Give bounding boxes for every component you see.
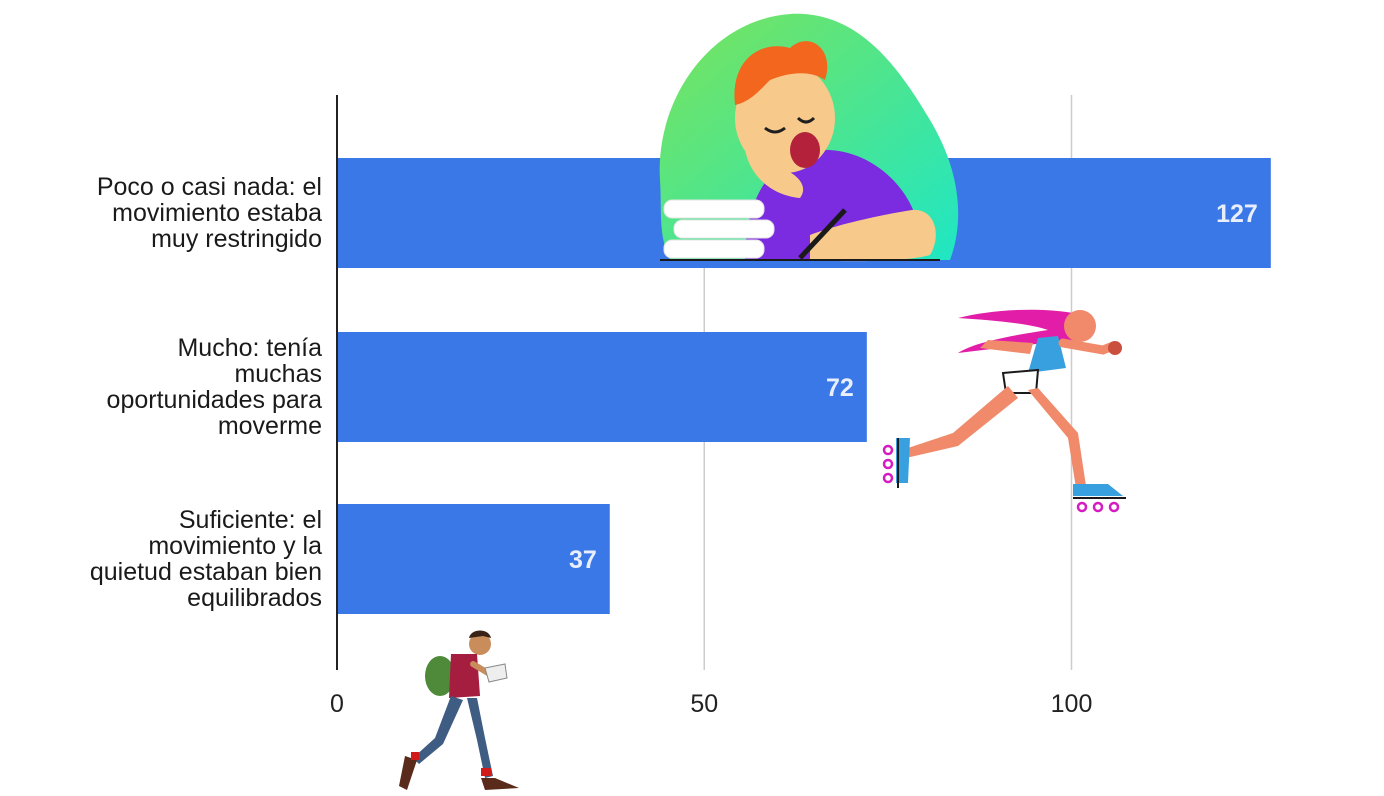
- data-label: 127: [1216, 200, 1258, 228]
- y-category-label-line: equilibrados: [187, 584, 322, 612]
- y-category-label-line: moverme: [217, 412, 322, 440]
- data-label: 37: [569, 546, 597, 574]
- y-category-label-line: Mucho: tenía: [177, 334, 322, 362]
- y-category-label: Suficiente: el movimiento y la quietud est…: [22, 507, 322, 611]
- x-tick-labels: 0 50 100: [330, 690, 1092, 718]
- data-labels: 127 72 37: [569, 200, 1258, 574]
- y-category-label: Mucho: tenía muchas oportunidades para move…: [22, 335, 322, 439]
- y-category-label-line: muchas: [234, 360, 322, 388]
- x-tick-label: 100: [1051, 690, 1093, 718]
- sleeping-student-illustration: [659, 13, 959, 262]
- y-category-label-line: oportunidades para: [106, 386, 322, 414]
- bar: [338, 504, 610, 614]
- x-tick-label: 50: [690, 690, 718, 718]
- y-category-label-line: Suficiente: el: [178, 506, 322, 534]
- walking-student-illustration: [399, 630, 519, 790]
- y-category-label-line: movimiento estaba: [112, 199, 322, 227]
- y-category-label-line: Poco o casi nada: el: [96, 173, 322, 201]
- y-category-label-line: muy restringido: [151, 225, 322, 253]
- y-category-label-line: movimiento y la: [148, 532, 322, 560]
- y-category-label: Poco o casi nada: el movimiento estaba muy…: [22, 174, 322, 252]
- y-category-label-line: quietud estaban bien: [89, 558, 322, 586]
- data-label: 72: [826, 374, 854, 402]
- bar: [338, 332, 867, 442]
- x-tick-label: 0: [330, 690, 344, 718]
- roller-skater-illustration: [882, 309, 1126, 513]
